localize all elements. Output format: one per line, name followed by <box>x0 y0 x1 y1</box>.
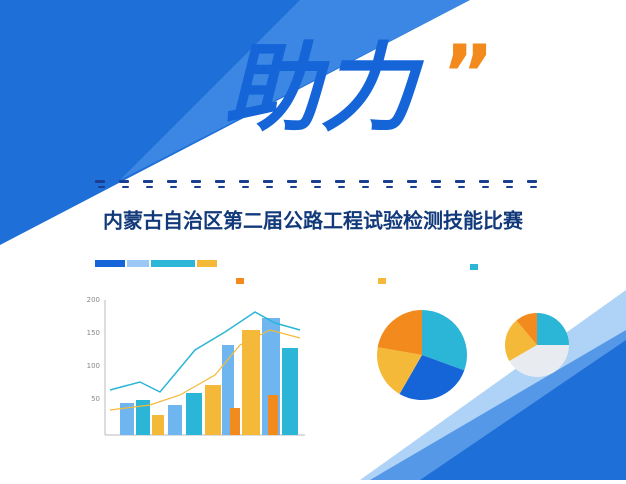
script-glyph <box>311 180 321 183</box>
script-glyph <box>122 186 129 188</box>
script-glyph <box>434 186 441 188</box>
bar <box>152 415 164 435</box>
bar <box>205 385 221 435</box>
axis-label: 100 <box>87 362 100 370</box>
script-glyph <box>95 180 105 183</box>
script-glyph <box>335 180 345 183</box>
script-glyph <box>98 186 105 188</box>
script-glyph <box>119 180 129 183</box>
pie-slice <box>377 310 422 355</box>
bar <box>120 403 134 435</box>
script-glyph <box>242 186 249 188</box>
script-glyph <box>167 180 177 183</box>
script-glyph <box>386 186 393 188</box>
script-glyph <box>146 186 153 188</box>
legend-swatch <box>151 260 195 267</box>
script-line <box>95 180 537 188</box>
bar <box>282 348 298 435</box>
script-glyph <box>239 180 249 183</box>
top-blue-band <box>0 0 470 245</box>
pie-illustration <box>236 264 569 401</box>
script-glyph <box>290 186 297 188</box>
script-glyph <box>362 186 369 188</box>
light-band <box>120 0 470 180</box>
script-glyph <box>359 180 369 183</box>
bar <box>186 393 202 435</box>
script-glyph <box>383 180 393 183</box>
script-glyph <box>503 180 513 183</box>
bar <box>242 330 260 435</box>
script-glyph <box>506 186 513 188</box>
script-glyph <box>191 180 201 183</box>
script-glyph <box>314 186 321 188</box>
pie-slice <box>509 345 569 377</box>
legend-swatch <box>127 260 149 267</box>
script-glyph <box>287 180 297 183</box>
pie-slice <box>505 320 537 361</box>
script-glyph <box>479 180 489 183</box>
bar <box>268 395 278 435</box>
legend-swatch <box>378 278 386 284</box>
bar <box>168 405 182 435</box>
script-glyph <box>218 186 225 188</box>
headline: 助力 <box>224 32 425 144</box>
script-glyph <box>410 186 417 188</box>
script-glyph <box>407 180 417 183</box>
script-glyph <box>530 186 537 188</box>
script-glyph <box>143 180 153 183</box>
legend-swatch <box>197 260 217 267</box>
trend-line <box>109 311 301 393</box>
legend-swatch <box>95 260 125 267</box>
pie-slice <box>399 355 465 401</box>
legend-swatch <box>236 278 244 284</box>
script-glyph <box>263 180 273 183</box>
axis-label: 200 <box>87 296 100 304</box>
pie-slice <box>422 309 468 371</box>
title: 内蒙古自治区第二届公路工程试验检测技能比赛 <box>103 209 524 233</box>
bar <box>136 400 150 435</box>
script-glyph <box>266 186 273 188</box>
trend-line <box>109 329 301 411</box>
script-glyph <box>194 186 201 188</box>
axis-label: 50 <box>91 395 100 403</box>
script-glyph <box>527 180 537 183</box>
script-glyph <box>455 180 465 183</box>
bar-chart-illustration: 200 150 100 50 <box>87 260 305 436</box>
script-glyph <box>170 186 177 188</box>
legend-swatch <box>470 264 478 270</box>
pie-slice <box>537 313 569 345</box>
script-glyph <box>431 180 441 183</box>
script-glyph <box>338 186 345 188</box>
axis-label: 150 <box>87 329 100 337</box>
script-glyph <box>482 186 489 188</box>
quote-mark: ” <box>442 28 495 121</box>
script-glyph <box>458 186 465 188</box>
bar <box>230 408 240 435</box>
pie-slice <box>377 347 422 394</box>
script-glyph <box>215 180 225 183</box>
pie-slice <box>516 313 537 345</box>
